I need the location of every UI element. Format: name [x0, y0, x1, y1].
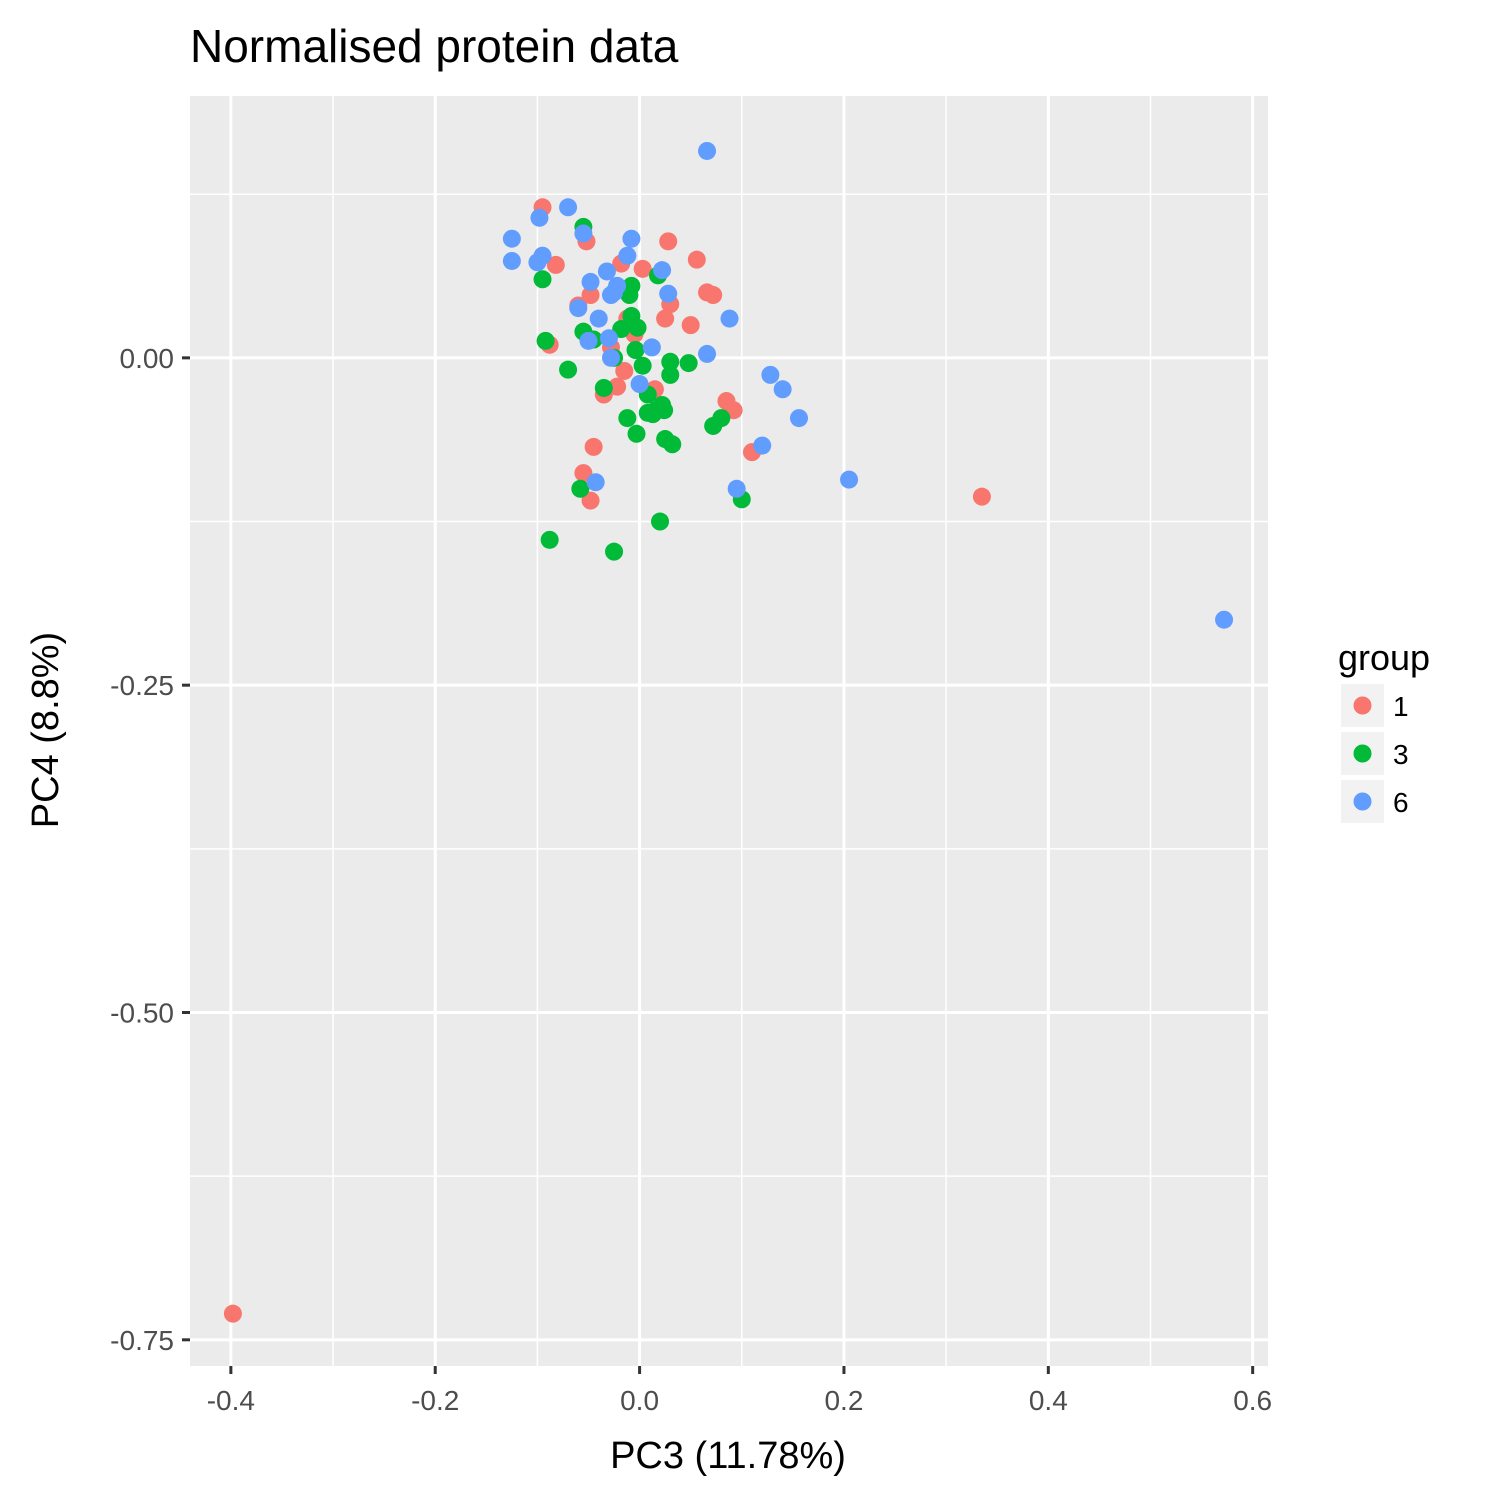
data-point-group-6: [502, 229, 521, 248]
data-point-group-6: [579, 331, 598, 350]
data-points: [223, 141, 1234, 1323]
data-point-group-3: [663, 435, 682, 454]
data-point-group-3: [571, 479, 590, 498]
data-point-group-3: [651, 512, 670, 531]
data-point-group-1: [972, 487, 991, 506]
data-point-group-6: [574, 224, 593, 243]
data-point-group-6: [601, 348, 620, 367]
data-point-group-3: [643, 405, 662, 424]
data-point-group-3: [618, 409, 637, 428]
data-point-group-1: [581, 491, 600, 510]
legend-title: group: [1338, 637, 1430, 678]
data-point-group-1: [687, 250, 706, 269]
data-point-group-6: [581, 272, 600, 291]
data-point-group-3: [620, 286, 639, 305]
data-point-group-6: [773, 380, 792, 399]
data-point-group-1: [615, 361, 634, 380]
y-tick-label: -0.75: [110, 1325, 174, 1356]
data-point-group-6: [698, 344, 717, 363]
data-point-group-6: [727, 479, 746, 498]
legend-label-1: 1: [1393, 691, 1409, 722]
data-point-group-3: [594, 378, 613, 397]
y-tick-label: 0.00: [120, 343, 175, 374]
y-axis-title: PC4 (8.8%): [25, 632, 67, 828]
data-point-group-3: [633, 356, 652, 375]
legend-label-6: 6: [1393, 787, 1409, 818]
data-point-group-6: [528, 253, 547, 272]
data-point-group-6: [1215, 610, 1234, 629]
data-point-group-6: [530, 208, 549, 227]
legend-key-3: [1353, 744, 1372, 763]
x-tick-label: 0.0: [620, 1385, 659, 1416]
data-point-group-1: [223, 1304, 242, 1323]
legend-label-3: 3: [1393, 739, 1409, 770]
data-point-group-6: [589, 309, 608, 328]
data-point-group-3: [661, 365, 680, 384]
minor-grid: [190, 96, 1268, 1366]
data-point-group-1: [659, 232, 678, 251]
data-point-group-6: [608, 276, 627, 295]
data-point-group-1: [704, 286, 723, 305]
data-point-group-6: [789, 409, 808, 428]
plot-panel: [190, 96, 1268, 1366]
data-point-group-6: [618, 246, 637, 265]
x-tick-label: -0.4: [207, 1385, 255, 1416]
data-point-group-6: [659, 284, 678, 303]
data-point-group-1: [608, 377, 627, 396]
x-axis: -0.4 -0.2 0.0 0.2 0.4 0.6: [207, 1366, 1272, 1416]
data-point-group-1: [584, 437, 603, 456]
data-point-group-3: [540, 530, 559, 549]
data-point-group-6: [622, 229, 641, 248]
data-point-group-1: [656, 309, 675, 328]
y-tick-label: -0.50: [110, 997, 174, 1028]
data-point-group-6: [586, 473, 605, 492]
y-tick-label: -0.25: [110, 670, 174, 701]
x-tick-label: 0.2: [824, 1385, 863, 1416]
data-point-group-6: [630, 375, 649, 394]
data-point-group-3: [559, 360, 578, 379]
legend-key-1: [1353, 696, 1372, 715]
data-point-group-1: [633, 259, 652, 278]
data-point-group-6: [698, 141, 717, 160]
data-point-group-3: [679, 354, 698, 373]
x-axis-title: PC3 (11.78%): [610, 1435, 846, 1477]
data-point-group-1: [581, 286, 600, 305]
data-point-group-6: [720, 309, 739, 328]
data-point-group-6: [642, 338, 661, 357]
chart-title: Normalised protein data: [190, 20, 679, 72]
major-grid: [190, 96, 1268, 1366]
data-point-group-3: [626, 341, 645, 359]
data-point-group-1: [574, 464, 593, 483]
data-point-group-6: [753, 436, 772, 455]
data-point-group-3: [605, 542, 624, 561]
y-axis: 0.00 -0.25 -0.50 -0.75: [110, 343, 190, 1356]
x-tick-label: 0.4: [1029, 1385, 1068, 1416]
data-point-group-1: [681, 316, 700, 335]
data-point-group-6: [597, 262, 616, 281]
data-point-group-3: [704, 416, 723, 435]
data-point-group-6: [502, 251, 521, 270]
data-point-group-3: [533, 270, 552, 289]
data-point-group-3: [536, 331, 555, 350]
legend-key-6: [1353, 792, 1372, 811]
data-point-group-6: [569, 299, 588, 318]
data-point-group-6: [559, 198, 578, 217]
data-point-group-3: [627, 424, 646, 443]
data-point-group-6: [761, 365, 780, 384]
data-point-group-1: [546, 255, 565, 274]
data-point-group-6: [599, 329, 618, 348]
data-point-group-6: [653, 261, 672, 280]
data-point-group-3: [661, 352, 680, 371]
data-point-group-6: [840, 470, 859, 489]
legend: group 1 3 6: [1338, 637, 1430, 823]
x-tick-label: 0.6: [1233, 1385, 1272, 1416]
x-tick-label: -0.2: [411, 1385, 459, 1416]
data-point-group-3: [612, 320, 631, 339]
data-point-group-3: [628, 318, 647, 337]
